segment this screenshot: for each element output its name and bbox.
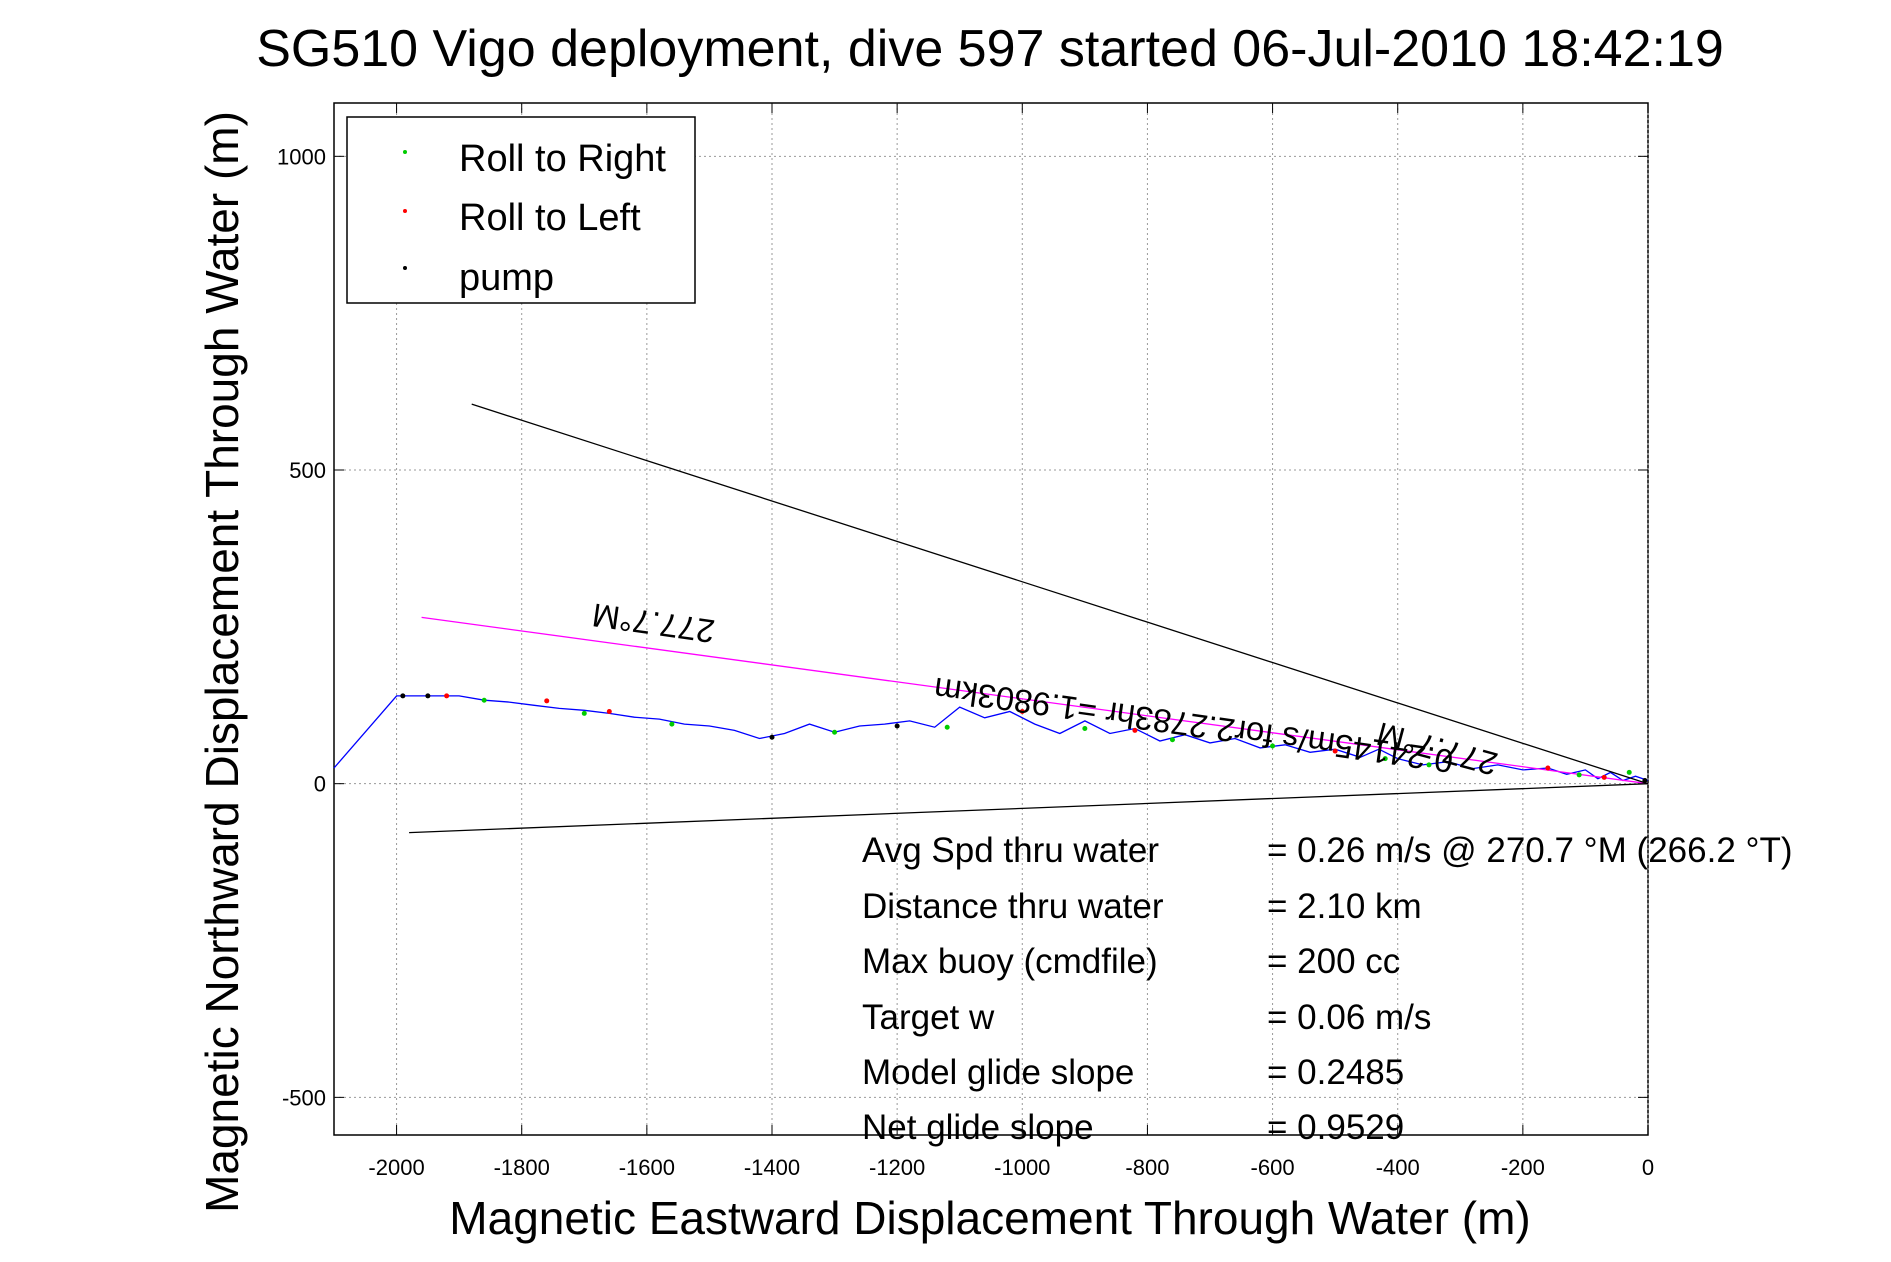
x-axis-title: Magnetic Eastward Displacement Through W… [449,1192,1530,1244]
legend: Roll to Right Roll to Left pump [346,116,696,304]
x-tick-label: -2000 [368,1155,424,1180]
stat-value-model-glide: = 0.2485 [1267,1053,1404,1092]
data-markers [400,693,1648,784]
pump-point [1642,778,1648,784]
roll-left-point [1545,765,1551,771]
x-tick-label: -200 [1501,1155,1545,1180]
stats-block: Avg Spd thru water = 0.26 m/s @ 270.7 °M… [862,831,1793,1147]
grid-lines [334,103,1649,1135]
y-axis-title: Magnetic Northward Displacement Through … [196,111,248,1213]
roll-left-point [544,698,550,704]
bound-line-lower [409,783,1649,834]
pump-point [400,693,406,699]
pump-point [425,693,431,699]
stat-value-target-w: = 0.06 m/s [1267,998,1431,1037]
roll-right-point [832,729,838,735]
roll-left-point [444,693,450,699]
x-tick-label: -1600 [619,1155,675,1180]
track-line [333,695,1649,782]
x-tick-label: -600 [1251,1155,1295,1180]
heading-line-magenta [421,616,1649,785]
y-tick-label: -500 [282,1085,326,1110]
legend-label-roll-left: Roll to Left [459,197,641,239]
x-tick-label: -400 [1376,1155,1420,1180]
roll-right-point [1082,725,1088,731]
roll-left-point [606,709,612,715]
bound-line-upper [471,403,1649,785]
roll-left-point [1019,709,1025,715]
stat-label-model-glide: Model glide slope [862,1053,1134,1092]
y-tick-label: 1000 [277,144,326,169]
series-lines [333,403,1649,834]
roll-right-point [669,721,675,727]
stat-value-net-glide: = 0.9529 [1267,1108,1404,1147]
roll-right-point [944,724,950,730]
roll-right-point [1382,756,1388,762]
x-tick-label: 0 [1642,1155,1654,1180]
axis-ticks: -2000 -1800 -1600 -1400 -1200 -1000 -800 -600 -4… [277,103,1654,1180]
pump-point [894,723,900,729]
stat-label-avg-speed: Avg Spd thru water [862,831,1159,870]
legend-marker-roll-left [403,209,407,213]
stat-label-max-buoy: Max buoy (cmdfile) [862,942,1158,981]
roll-right-point [581,710,587,716]
stat-value-distance: = 2.10 km [1267,887,1422,926]
roll-right-point [1270,743,1276,749]
stat-label-distance: Distance thru water [862,887,1164,926]
roll-right-point [1169,737,1175,743]
roll-right-point [1426,762,1432,768]
legend-label-roll-right: Roll to Right [459,138,666,180]
stat-value-max-buoy: = 200 cc [1267,942,1400,981]
y-tick-label: 0 [314,772,326,797]
stat-label-target-w: Target w [862,998,995,1037]
roll-left-point [1132,727,1138,733]
roll-left-point [1601,774,1607,780]
roll-right-point [1576,772,1582,778]
chart-title: SG510 Vigo deployment, dive 597 started … [256,20,1724,78]
roll-left-point [1332,748,1338,754]
stat-value-avg-speed: = 0.26 m/s @ 270.7 °M (266.2 °T) [1267,831,1793,870]
roll-right-point [481,697,487,703]
x-tick-label: -1200 [869,1155,925,1180]
x-tick-label: -1800 [494,1155,550,1180]
x-tick-label: -800 [1125,1155,1169,1180]
legend-label-pump: pump [459,257,554,299]
y-tick-label: 500 [289,458,326,483]
legend-marker-pump [403,266,407,270]
legend-marker-roll-right [403,150,407,154]
roll-right-point [1626,769,1632,775]
pump-point [769,734,775,740]
x-tick-label: -1000 [994,1155,1050,1180]
x-tick-label: -1400 [744,1155,800,1180]
stat-label-net-glide: Net glide slope [862,1108,1094,1147]
